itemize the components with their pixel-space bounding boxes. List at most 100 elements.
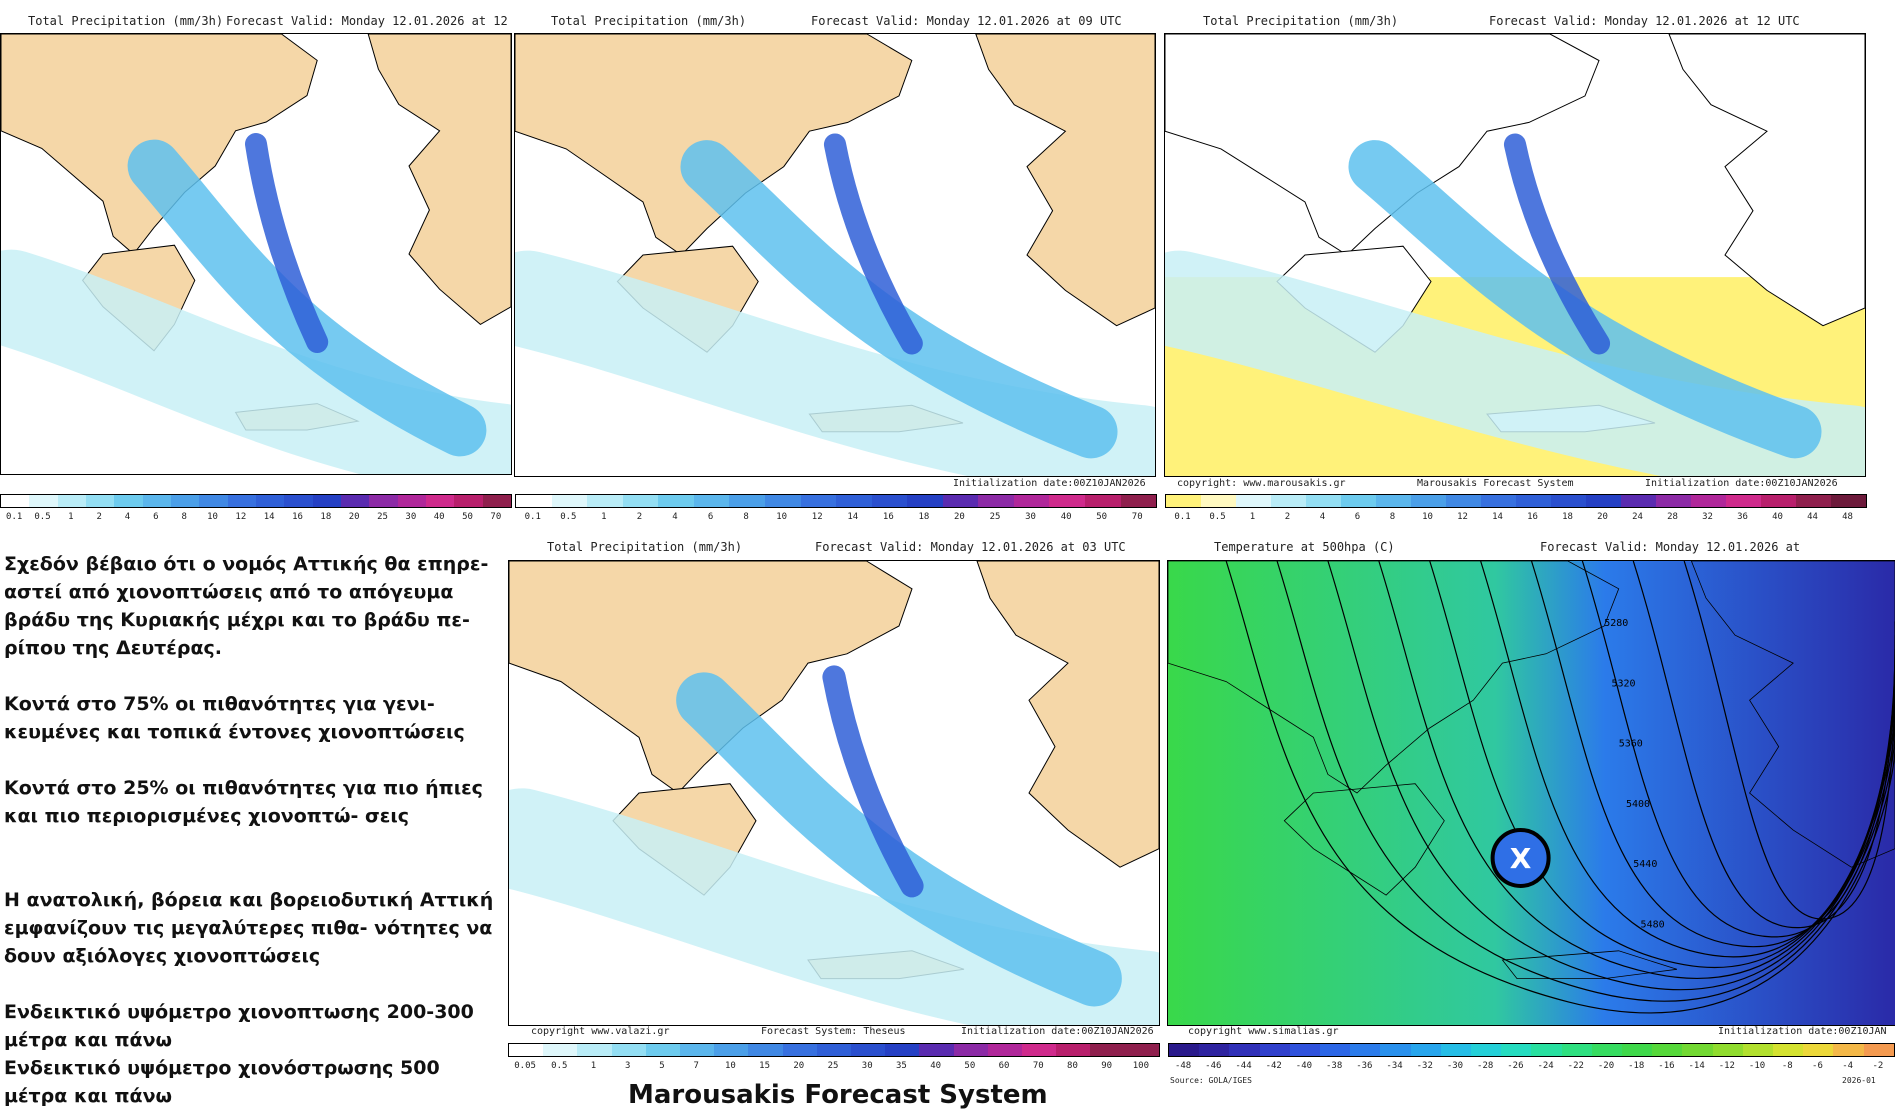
colorbar-swatch	[1682, 1044, 1713, 1056]
height-contour	[1581, 561, 1895, 938]
colorbar-tick-label: 14	[263, 512, 275, 522]
panel-1-scale: 0.1 0.5 1 2 4 6 8 10 12 14 16 18 20 25 30 40 50 70	[0, 512, 510, 524]
precip-band	[1503, 133, 1611, 355]
contour-label: 5400	[1626, 799, 1650, 810]
note-snowcover-altitude: Ενδεικτικό υψόμετρο χιονόστρωσης 500 μέτ…	[4, 1057, 440, 1107]
colorbar-swatch	[284, 495, 313, 507]
colorbar-tick-label: -40	[1295, 1061, 1313, 1071]
colorbar-tick-label: 20	[348, 512, 360, 522]
colorbar-swatch	[782, 1044, 817, 1056]
map-canvas: 5280 5320 5360 5400 5440 5480 X	[1168, 561, 1895, 1025]
colorbar-tick-label: 20	[793, 1061, 805, 1071]
panel-5-map[interactable]: 5280 5320 5360 5400 5440 5480 X	[1167, 560, 1895, 1026]
colorbar-swatch	[1169, 1044, 1200, 1056]
colorbar-tick-label: 70	[490, 512, 502, 522]
colorbar-swatch	[29, 495, 58, 507]
precip-panel-1: Total Precipitation (mm/3h) Forecast Val…	[0, 0, 537, 522]
panel-5-colorbar	[1168, 1043, 1895, 1057]
colorbar-swatch	[57, 495, 86, 507]
precip-panel-3: Total Precipitation (mm/3h) Forecast Val…	[1163, 0, 1895, 530]
panel-1-colorbar	[0, 494, 512, 508]
panel-5-copyright: copyright www.simalias.gr	[1188, 1026, 1339, 1037]
colorbar-tick-label: -20	[1597, 1061, 1615, 1071]
colorbar-swatch	[1471, 1044, 1502, 1056]
marker-circle	[1490, 827, 1551, 888]
colorbar-tick-label: 6	[707, 512, 714, 522]
colorbar-tick-label: -14	[1688, 1061, 1705, 1071]
colorbar-swatch	[425, 495, 455, 507]
panel-3-title: Total Precipitation (mm/3h)	[1203, 14, 1399, 28]
colorbar-swatch	[919, 1044, 954, 1056]
panel-1-valid: Forecast Valid: Monday 12.01.2026 at 12 …	[226, 14, 537, 28]
colorbar-swatch	[1761, 495, 1796, 507]
colorbar-tick-label: 32	[1702, 512, 1713, 522]
colorbar-swatch	[1691, 495, 1726, 507]
colorbar-tick-label: 0.1	[6, 512, 23, 522]
colorbar-tick-label: 14	[1492, 512, 1503, 522]
colorbar-swatch	[509, 1044, 544, 1056]
colorbar-tick-label: -46	[1205, 1061, 1222, 1071]
map-canvas	[509, 561, 1159, 1025]
panel-2-colorbar	[515, 494, 1157, 508]
colorbar-tick-label: 0.5	[34, 512, 51, 522]
colorbar-swatch	[1481, 495, 1516, 507]
colorbar-swatch	[1022, 1044, 1057, 1056]
precip-band	[245, 133, 329, 353]
colorbar-swatch	[1124, 1044, 1159, 1056]
colorbar-swatch	[1056, 1044, 1091, 1056]
colorbar-tick-label: -28	[1477, 1061, 1494, 1071]
marker-label: X	[1510, 842, 1532, 875]
panel-3-colorbar	[1165, 494, 1867, 508]
colorbar-swatch	[1831, 495, 1866, 507]
colorbar-tick-label: 28	[1667, 512, 1678, 522]
colorbar-tick-label: 25	[377, 512, 388, 522]
colorbar-swatch	[199, 495, 228, 507]
panel-3-valid: Forecast Valid: Monday 12.01.2026 at 12 …	[1489, 14, 1800, 28]
colorbar-tick-label: -2	[1872, 1061, 1884, 1071]
colorbar-tick-label: 0.1	[524, 512, 541, 522]
contour-label: 5480	[1641, 920, 1665, 931]
colorbar-swatch	[1341, 495, 1376, 507]
colorbar-swatch	[114, 495, 143, 507]
colorbar-tick-label: 18	[1562, 512, 1573, 522]
colorbar-tick-label: 8	[181, 512, 187, 522]
height-contour	[1378, 561, 1895, 979]
panel-5-scale: -48 -46 -44 -42 -40 -38 -36 -34 -32 -30 -28 -26 -24 -…	[1168, 1061, 1893, 1073]
colorbar-swatch	[1796, 495, 1831, 507]
colorbar-tick-label: 30	[861, 1061, 873, 1071]
panel-4-map[interactable]	[508, 560, 1160, 1026]
colorbar-swatch	[680, 1044, 715, 1056]
colorbar-swatch	[1516, 495, 1551, 507]
colorbar-swatch	[836, 495, 872, 507]
precip-panel-2: Total Precipitation (mm/3h) Forecast Val…	[513, 0, 1157, 530]
panel-2-map[interactable]	[514, 33, 1156, 477]
colorbar-swatch	[1013, 495, 1050, 507]
contour-label: 5440	[1633, 859, 1657, 870]
colorbar-tick-label: 48	[1842, 512, 1853, 522]
colorbar-swatch	[1726, 495, 1761, 507]
colorbar-tick-label: 40	[1060, 512, 1072, 522]
colorbar-tick-label: 20	[1597, 512, 1608, 522]
colorbar-swatch	[987, 1044, 1023, 1056]
map-canvas	[1165, 34, 1865, 476]
colorbar-swatch	[170, 495, 200, 507]
colorbar-tick-label: 14	[847, 512, 859, 522]
colorbar-tick-label: 10	[1422, 512, 1433, 522]
colorbar-tick-label: 16	[292, 512, 303, 522]
colorbar-tick-label: 16	[882, 512, 894, 522]
colorbar-tick-label: 40	[433, 512, 445, 522]
colorbar-swatch	[1199, 1044, 1230, 1056]
colorbar-tick-label: 7	[693, 1061, 699, 1071]
colorbar-swatch	[1, 495, 30, 507]
panel-1-map[interactable]	[0, 33, 512, 475]
land-outline	[1690, 561, 1895, 868]
colorbar-tick-label: 0.5	[560, 512, 577, 522]
precip-band	[509, 788, 1159, 1025]
colorbar-tick-label: -36	[1356, 1061, 1373, 1071]
colorbar-tick-label: 1	[601, 512, 607, 522]
colorbar-tick-label: 6	[1354, 512, 1361, 522]
panel-3-map[interactable]	[1164, 33, 1866, 477]
colorbar-tick-label: 24	[1632, 512, 1643, 522]
colorbar-swatch	[1271, 495, 1306, 507]
colorbar-swatch	[1773, 1044, 1804, 1056]
